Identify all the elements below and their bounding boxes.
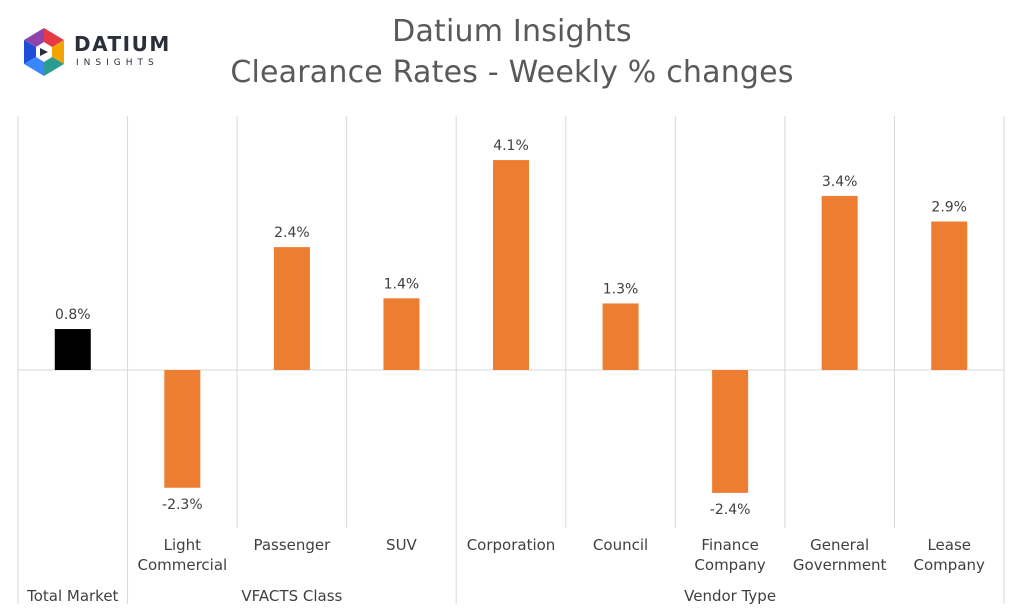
category-label: Council <box>593 536 648 554</box>
category-label: Passenger <box>253 536 331 554</box>
category-label: Company <box>914 556 985 574</box>
data-label: 2.9% <box>931 200 967 216</box>
category-label: Light <box>164 536 202 554</box>
data-label: -2.4% <box>710 502 751 518</box>
data-label: 1.4% <box>384 276 420 292</box>
chart-title-line-1: Datium Insights <box>392 14 632 49</box>
data-label: 4.1% <box>493 138 529 154</box>
group-label: Vendor Type <box>684 587 776 605</box>
bar <box>931 221 968 370</box>
category-label: Commercial <box>137 556 227 574</box>
category-label: Company <box>694 556 765 574</box>
data-label: 0.8% <box>55 307 91 323</box>
category-label: Total Market <box>26 587 118 605</box>
bar <box>273 247 310 370</box>
group-label: VFACTS Class <box>241 587 342 605</box>
data-label: 1.3% <box>603 281 639 297</box>
category-label: Lease <box>927 536 971 554</box>
chart-subtitle: Clearance Rates - Weekly % changes <box>230 55 794 90</box>
data-label: 3.4% <box>822 174 858 190</box>
category-label: Finance <box>701 536 758 554</box>
bar <box>821 195 858 370</box>
datium-hexagon-logo-icon <box>24 28 64 76</box>
bar <box>164 370 201 488</box>
data-label: 2.4% <box>274 225 310 241</box>
bar <box>602 303 639 370</box>
category-label: Government <box>793 556 887 574</box>
datium-logo: DATIUM INSIGHTS <box>20 26 180 86</box>
data-label: -2.3% <box>162 497 203 513</box>
logo-subtitle: INSIGHTS <box>76 58 159 68</box>
bar <box>383 298 420 370</box>
category-label: Corporation <box>467 536 556 554</box>
bar <box>493 160 529 370</box>
logo-wordmark: DATIUM <box>74 32 171 56</box>
category-label: SUV <box>386 536 418 554</box>
bar <box>712 370 749 493</box>
category-label: General <box>810 536 869 554</box>
bar <box>54 329 91 370</box>
